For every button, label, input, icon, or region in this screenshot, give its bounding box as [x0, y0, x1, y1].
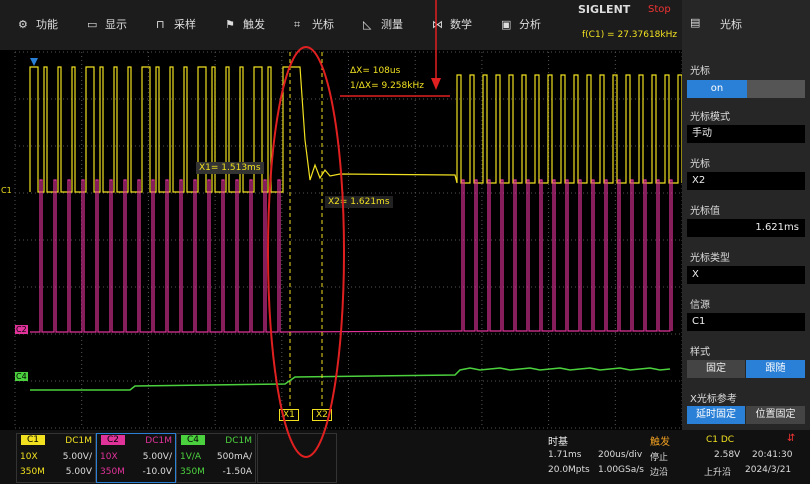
c1-marker: C1: [1, 186, 12, 195]
section-value[interactable]: 手动: [687, 125, 805, 143]
channel-offset: 5.00V: [65, 467, 92, 477]
trigger-source: C1 DC: [706, 435, 735, 445]
menu-item[interactable]: 显示: [105, 18, 127, 31]
menu-icon: ⚑: [225, 18, 235, 31]
menu-item[interactable]: 数学: [450, 18, 472, 31]
section-label: 光标: [690, 159, 710, 170]
style-option[interactable]: 跟随: [746, 360, 805, 378]
channel-offset: -10.0V: [142, 467, 172, 477]
channel-probe: 10X: [20, 452, 38, 462]
x2-tag[interactable]: X2: [312, 409, 332, 421]
channel-scale: 5.00V/: [142, 452, 172, 462]
trigger-slope: 上升沿: [704, 468, 732, 478]
waveform-area: [14, 51, 682, 429]
section-value[interactable]: X: [687, 266, 805, 284]
empty-slot[interactable]: [257, 433, 337, 483]
channel-box[interactable]: C4 DC1M 1V/A 500mA/350M -1.50A: [176, 433, 256, 483]
menu-icon: ◺: [363, 18, 372, 31]
menu-icon: ⌗: [294, 18, 301, 31]
trigger-state: 停止: [650, 453, 669, 463]
panel-title: 光标: [720, 18, 742, 31]
trigger-level: 2.58V: [714, 450, 741, 460]
xref-option[interactable]: 位置固定: [746, 406, 805, 424]
section-value[interactable]: 1.621ms: [687, 219, 805, 237]
x2-readout: X2= 1.621ms: [325, 196, 393, 208]
xref-option[interactable]: 延时固定: [687, 406, 745, 424]
style-option[interactable]: 固定: [687, 360, 745, 378]
c2-marker: C2: [15, 325, 28, 334]
section-value[interactable]: C1: [687, 313, 805, 331]
channel-coupling: DC1M: [65, 436, 92, 446]
menu-item[interactable]: 分析: [519, 18, 541, 31]
section-value[interactable]: X2: [687, 172, 805, 190]
trigger-pos-marker: [30, 58, 38, 66]
channel-offset: -1.50A: [222, 467, 252, 477]
x1-tag[interactable]: X1: [279, 409, 299, 421]
menu-icon: ▭: [87, 18, 98, 31]
section-label: 光标类型: [690, 253, 730, 264]
toggle-off[interactable]: [747, 80, 805, 98]
section-label: 光标模式: [690, 112, 730, 123]
menu-icon: ⚙: [18, 18, 28, 31]
channel-scale: 5.00V/: [62, 452, 92, 462]
side-panel: ▤ 光标 光标 on 样式 固定 跟随 X光标参考 延时固定 位置固定 光标模式…: [682, 0, 810, 430]
c4-marker: C4: [15, 372, 28, 381]
clock-time: 20:41:30: [752, 450, 793, 460]
channel-box[interactable]: C2 DC1M 10X 5.00V/350M -10.0V: [96, 433, 176, 483]
menu-item[interactable]: 功能: [36, 18, 58, 31]
channel-box[interactable]: C1 DC1M 10X 5.00V/350M 5.00V: [16, 433, 96, 483]
timebase-delay: 1.71ms: [548, 450, 582, 460]
section-label: 信源: [690, 300, 710, 311]
channel-coupling: DC1M: [145, 436, 172, 446]
channel-coupling: DC1M: [225, 436, 252, 446]
toggle-on[interactable]: on: [687, 80, 747, 98]
menu-item[interactable]: 光标: [312, 18, 334, 31]
channel-name: C4: [181, 435, 206, 445]
timebase-rate: 1.00GSa/s: [598, 465, 644, 475]
x1-readout: X1= 1.513ms: [196, 162, 264, 174]
channel-bandwidth: 350M: [20, 467, 45, 477]
section-label: 光标值: [690, 206, 720, 217]
run-status: Stop: [648, 4, 671, 15]
timebase-label: 时基: [548, 437, 568, 448]
timebase-scale: 200us/div: [598, 450, 643, 460]
logo: SIGLENT: [578, 3, 631, 16]
clock-date: 2024/3/21: [745, 465, 792, 475]
style-label: 样式: [690, 347, 710, 358]
brand-area: SIGLENT Stop f(C1) = 27.37618kHz: [570, 0, 682, 50]
menu-bar: ⚙ 功能 ▭ 显示 ⊓ 采样 ⚑ 触发 ⌗ 光标 ◺ 测量 ⋈ 数学 ▣ 分析: [0, 0, 682, 50]
channel-name: C1: [21, 435, 46, 445]
channel-bandwidth: 350M: [180, 467, 205, 477]
delta-x: ΔX= 108us: [350, 66, 401, 76]
menu-item[interactable]: 触发: [243, 18, 265, 31]
channel-probe: 1V/A: [180, 452, 202, 462]
usb-icon: ⇵: [787, 433, 796, 444]
inverse-delta-x: 1/ΔX= 9.258kHz: [350, 81, 424, 91]
channel-scale: 500mA/: [216, 452, 252, 462]
status-bar: 时基 1.71ms 200us/div 20.0Mpts 1.00GSa/s 触…: [0, 430, 810, 484]
xref-label: X光标参考: [690, 394, 737, 405]
trigger-label: 触发: [650, 437, 670, 448]
menu-icon: ⊓: [156, 18, 165, 31]
frequency: f(C1) = 27.37618kHz: [582, 30, 678, 40]
menu-item[interactable]: 采样: [174, 18, 196, 31]
menu-icon: ⋈: [432, 18, 443, 31]
panel-icon: ▤: [690, 16, 701, 29]
channel-bandwidth: 350M: [100, 467, 125, 477]
channel-name: C2: [101, 435, 126, 445]
channel-probe: 10X: [100, 452, 118, 462]
timebase-memory: 20.0Mpts: [548, 465, 590, 475]
menu-item[interactable]: 测量: [381, 18, 403, 31]
menu-icon: ▣: [501, 18, 512, 31]
trigger-type: 边沿: [650, 468, 669, 478]
waveform-c4: [30, 367, 671, 391]
toggle-label: 光标: [690, 66, 710, 77]
